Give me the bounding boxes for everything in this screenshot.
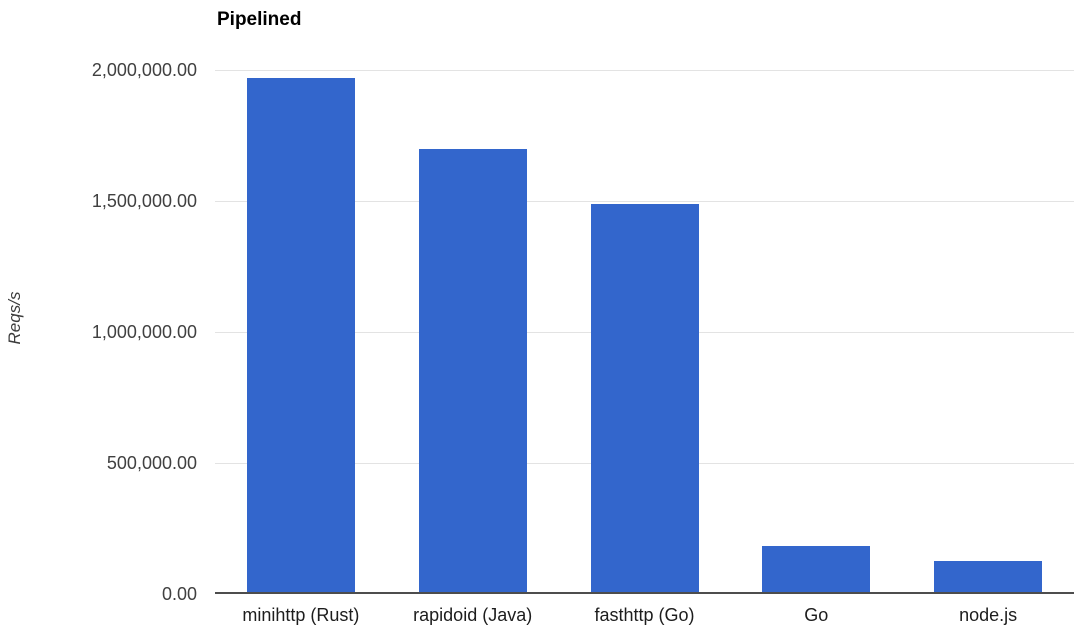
y-tick-label: 2,000,000.00 [91, 60, 197, 80]
x-category-label: node.js [959, 605, 1018, 625]
y-tick-label: 1,000,000.00 [91, 322, 197, 342]
bar-Go[interactable] [762, 545, 871, 592]
gridline [215, 201, 1074, 202]
chart-title: Pipelined [217, 9, 302, 30]
x-axis-category-labels: minihttp (Rust) rapidoid (Java) fasthttp (… [215, 604, 1074, 630]
y-tick-label: 500,000.00 [106, 453, 197, 473]
x-category-label: Go [804, 605, 829, 625]
gridline [215, 70, 1074, 71]
bar-rapidoid (Java)[interactable] [418, 148, 527, 592]
y-tick-label: 1,500,000.00 [91, 191, 197, 211]
y-axis-title: Reqs/s [5, 291, 24, 345]
x-category-label: minihttp (Rust) [242, 605, 360, 625]
bar-minihttp (Rust)[interactable] [246, 77, 355, 592]
x-category-label: rapidoid (Java) [413, 605, 533, 625]
bar-fasthttp (Go)[interactable] [590, 203, 699, 592]
x-category-label: fasthttp (Go) [594, 605, 695, 625]
bar-node.js[interactable] [934, 561, 1043, 592]
plot-area [215, 70, 1074, 594]
x-axis-line [215, 592, 1074, 594]
y-tick-label: 0.00 [161, 584, 197, 604]
